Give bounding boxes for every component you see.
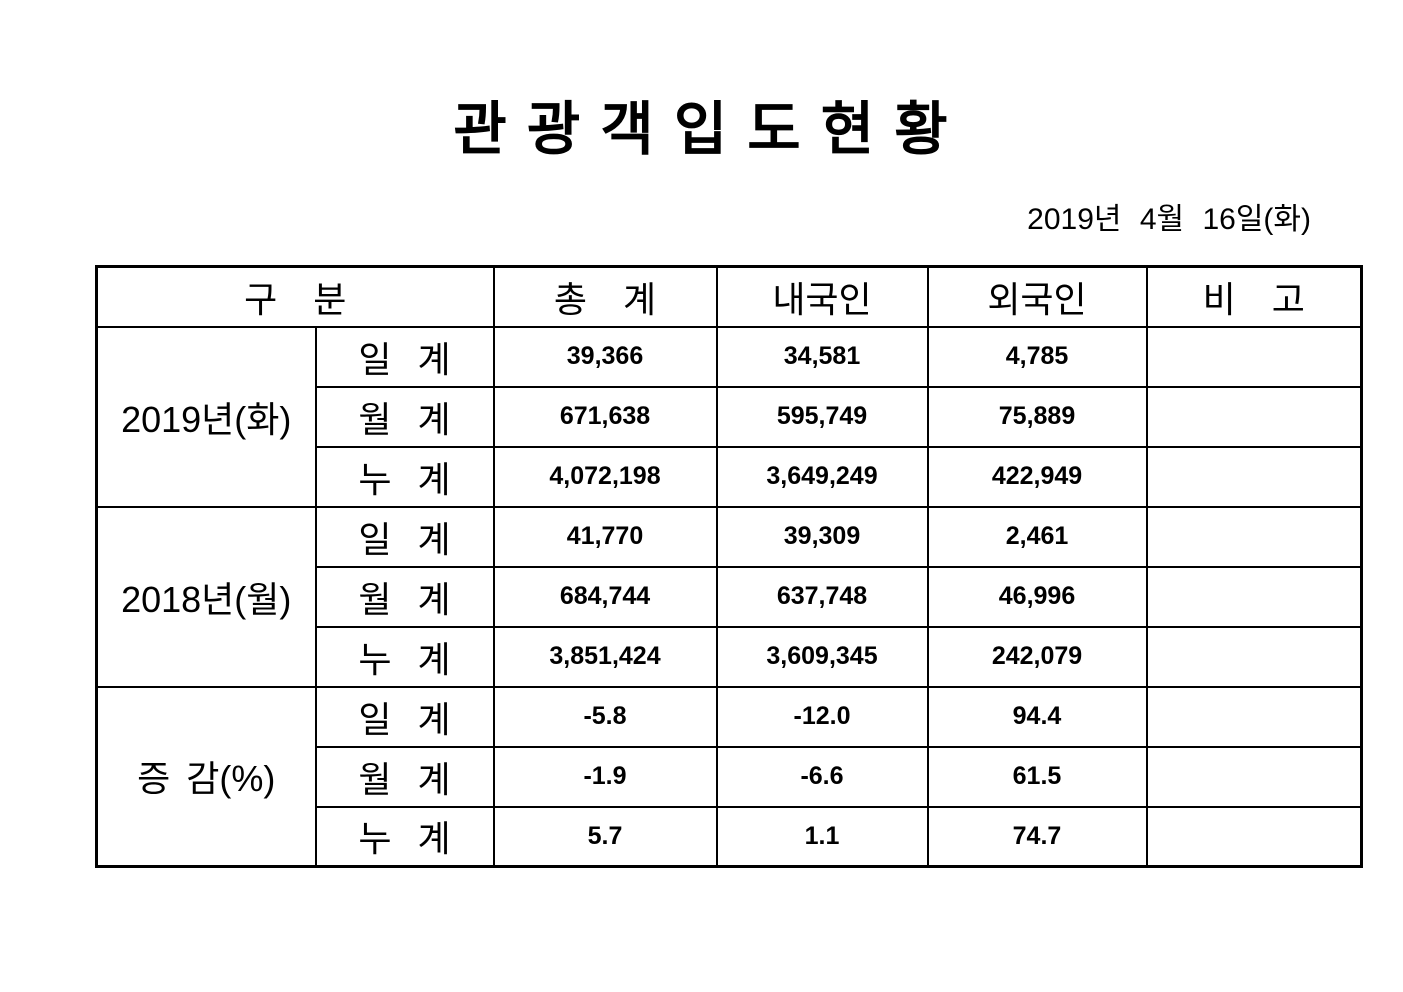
header-total: 총 계	[492, 265, 718, 328]
domestic-value: -6.6	[715, 745, 929, 808]
total-value: 671,638	[492, 385, 718, 448]
table-row: 누 계 3,851,424 3,609,345 242,079	[97, 625, 1363, 688]
remark-cell	[1145, 625, 1363, 688]
table-row: 월 계 684,744 637,748 46,996	[97, 565, 1363, 628]
domestic-value: -12.0	[715, 685, 929, 748]
row-label-cumulative: 누 계	[314, 445, 495, 508]
total-value: 4,072,198	[492, 445, 718, 508]
row-label-daily: 일 계	[314, 325, 495, 388]
remark-cell	[1145, 805, 1363, 868]
foreign-value: 94.4	[926, 685, 1148, 748]
domestic-value: 34,581	[715, 325, 929, 388]
tourist-arrivals-table: 구 분 총 계 내국인 외국인 비 고 2019년(화) 일 계 39,366 …	[95, 265, 1363, 868]
header-remarks: 비 고	[1145, 265, 1363, 328]
group-label-change-pct: 증 감(%)	[95, 685, 317, 868]
foreign-value: 422,949	[926, 445, 1148, 508]
remark-cell	[1145, 505, 1363, 568]
row-label-monthly: 월 계	[314, 565, 495, 628]
foreign-value: 242,079	[926, 625, 1148, 688]
page-title: 관 광 객 입 도 현 황	[453, 97, 950, 162]
remark-cell	[1145, 565, 1363, 628]
table-row: 월 계 671,638 595,749 75,889	[97, 385, 1363, 448]
remark-cell	[1145, 325, 1363, 388]
table-row: 증 감(%) 일 계 -5.8 -12.0 94.4	[95, 685, 1363, 868]
foreign-value: 74.7	[926, 805, 1148, 868]
foreign-value: 2,461	[926, 505, 1148, 568]
row-label-monthly: 월 계	[314, 385, 495, 448]
header-category: 구 분	[95, 265, 495, 328]
total-value: 684,744	[492, 565, 718, 628]
foreign-value: 4,785	[926, 325, 1148, 388]
domestic-value: 3,609,345	[715, 625, 929, 688]
row-label-monthly: 월 계	[314, 745, 495, 808]
foreign-value: 75,889	[926, 385, 1148, 448]
foreign-value: 46,996	[926, 565, 1148, 628]
total-value: -1.9	[492, 745, 718, 808]
header-foreign: 외국인	[926, 265, 1148, 328]
total-value: 39,366	[492, 325, 718, 388]
total-value: 41,770	[492, 505, 718, 568]
report-date: 2019년 4월 16일(화)	[1027, 203, 1311, 236]
domestic-value: 595,749	[715, 385, 929, 448]
row-label-cumulative: 누 계	[314, 625, 495, 688]
table-row: 2018년(월) 일 계 41,770 39,309 2,461	[95, 505, 1363, 688]
row-label-cumulative: 누 계	[314, 805, 495, 868]
domestic-value: 3,649,249	[715, 445, 929, 508]
group-label-2019: 2019년(화)	[95, 325, 317, 508]
row-label-daily: 일 계	[314, 685, 495, 748]
remark-cell	[1145, 745, 1363, 808]
table-header-row: 구 분 총 계 내국인 외국인 비 고	[95, 265, 1363, 328]
table-row: 월 계 -1.9 -6.6 61.5	[97, 745, 1363, 808]
table-row: 2019년(화) 일 계 39,366 34,581 4,785	[95, 325, 1363, 508]
remark-cell	[1145, 385, 1363, 448]
group-label-2018: 2018년(월)	[95, 505, 317, 688]
domestic-value: 637,748	[715, 565, 929, 628]
total-value: 3,851,424	[492, 625, 718, 688]
domestic-value: 39,309	[715, 505, 929, 568]
table-row: 누 계 5.7 1.1 74.7	[97, 805, 1363, 868]
header-domestic: 내국인	[715, 265, 929, 328]
row-label-daily: 일 계	[314, 505, 495, 568]
remark-cell	[1145, 685, 1363, 748]
remark-cell	[1145, 445, 1363, 508]
foreign-value: 61.5	[926, 745, 1148, 808]
total-value: -5.8	[492, 685, 718, 748]
domestic-value: 1.1	[715, 805, 929, 868]
total-value: 5.7	[492, 805, 718, 868]
table-row: 누 계 4,072,198 3,649,249 422,949	[97, 445, 1363, 508]
